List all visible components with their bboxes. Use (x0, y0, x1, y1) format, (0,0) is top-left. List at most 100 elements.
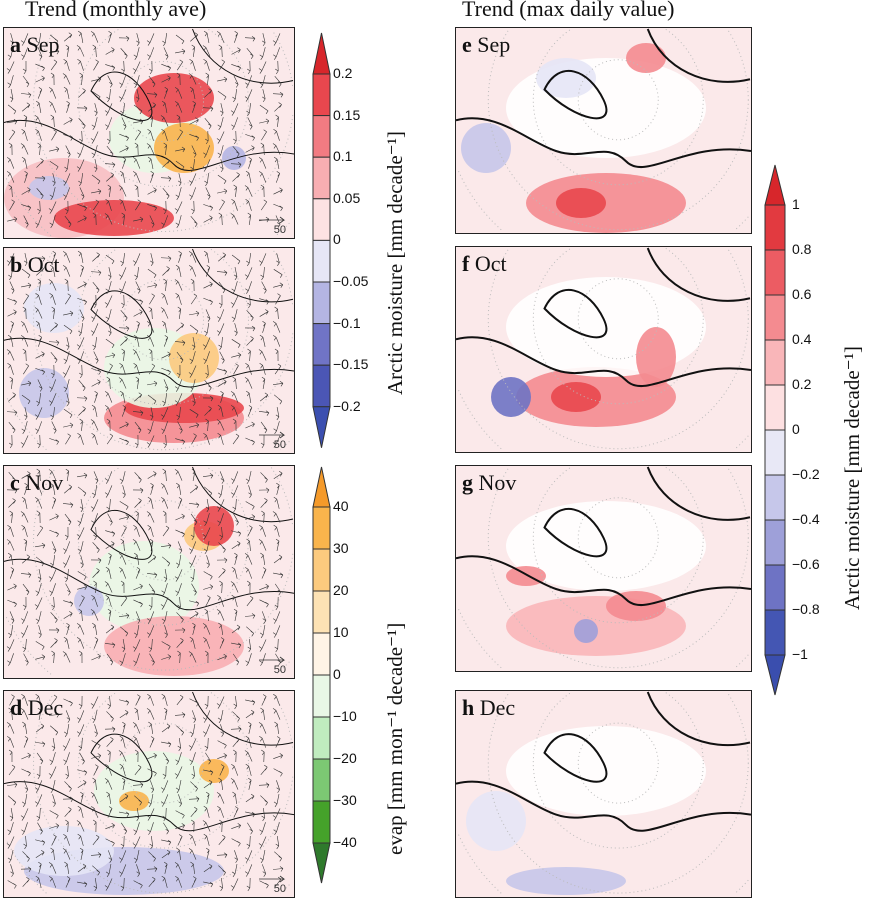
wind-vector (244, 377, 253, 389)
wind-vector (274, 348, 279, 362)
colorbar-band (312, 800, 331, 844)
wind-vector (273, 335, 281, 347)
wind-vector (93, 878, 98, 892)
wind-vector (205, 309, 211, 322)
wind-vector (119, 735, 126, 748)
panel-month: Nov (478, 470, 517, 495)
wind-vector (259, 599, 269, 608)
latitude-circle (728, 468, 749, 538)
wind-vector (90, 419, 99, 431)
wind-vector (49, 48, 60, 55)
wind-vector (90, 323, 99, 336)
wind-vector (259, 334, 266, 347)
wind-vector (191, 766, 195, 780)
wind-vector (7, 309, 17, 317)
wind-vector (244, 553, 253, 565)
wind-vector (64, 526, 69, 541)
wind-vector (273, 282, 284, 288)
wind-vector (272, 321, 281, 333)
trend-field (556, 188, 606, 218)
trend-field (506, 867, 626, 895)
wind-vector (119, 145, 129, 153)
wind-vector (149, 114, 154, 127)
wind-vector (258, 722, 267, 734)
wind-vector (90, 852, 102, 858)
wind-vector (244, 36, 256, 42)
trend-field (169, 333, 219, 383)
wind-vector (174, 469, 183, 481)
wind-vector (178, 251, 182, 263)
panel-month: Dec (27, 695, 64, 720)
wind-vector (132, 639, 141, 652)
wind-vector (203, 833, 210, 846)
wind-vector (262, 320, 266, 333)
wind-vector (10, 864, 14, 877)
wind-vector (275, 60, 279, 75)
wind-vector (52, 251, 56, 263)
wind-vector (191, 433, 197, 445)
wind-vector (135, 611, 141, 624)
wind-vector (133, 216, 144, 223)
wind-vector (260, 552, 266, 565)
wind-vector (118, 553, 127, 565)
wind-vector (162, 765, 167, 780)
wind-vector (147, 204, 157, 211)
wind-vector (7, 782, 18, 788)
wind-vector (191, 44, 196, 57)
wind-vector (274, 851, 282, 862)
wind-vector (216, 31, 225, 43)
wind-vector (247, 117, 253, 130)
wind-vector (106, 88, 111, 103)
wind-vector (148, 876, 156, 888)
wind-vector (218, 542, 226, 553)
wind-vector (34, 407, 43, 420)
wind-vector (20, 625, 29, 638)
wind-vector (273, 471, 283, 479)
wind-vector (219, 819, 223, 833)
colorbar-tick-label: 40 (333, 498, 349, 514)
wind-vector (50, 59, 58, 71)
wind-vector (230, 162, 242, 168)
wind-vector (189, 409, 199, 418)
wind-vector (160, 407, 169, 420)
wind-vector (108, 552, 112, 565)
latitude-circle (457, 834, 502, 894)
wind-vector (134, 421, 142, 434)
trend-field (194, 506, 234, 546)
colorbar-band (764, 564, 786, 611)
wind-vector (94, 391, 98, 403)
wind-vector (77, 780, 87, 788)
wind-vector (259, 104, 269, 115)
wind-vector (7, 525, 14, 537)
wind-vector (134, 552, 140, 565)
wind-vector (150, 171, 154, 183)
wind-vector (121, 157, 127, 169)
wind-vector (161, 583, 168, 596)
wind-vector (9, 510, 13, 524)
wind-vector (276, 253, 280, 266)
wind-vector (163, 47, 169, 60)
wind-vector (161, 293, 168, 305)
wind-vector (146, 435, 155, 448)
wind-vector (232, 433, 240, 445)
wind-vector (203, 433, 210, 445)
wind-vector (189, 834, 197, 846)
wind-vector (272, 511, 281, 523)
wind-vector (63, 324, 73, 335)
wind-vector (34, 115, 43, 127)
wind-vector (176, 694, 184, 706)
wind-vector (203, 486, 213, 497)
wind-vector (21, 421, 28, 434)
wind-vector (105, 864, 112, 878)
trend-field (461, 123, 511, 173)
wind-vector (190, 781, 198, 792)
wind-vector (259, 47, 266, 61)
trend-field (606, 591, 666, 621)
wind-vector (217, 379, 227, 387)
wind-vector (92, 865, 100, 876)
wind-vector (22, 75, 30, 88)
wind-vector (21, 496, 28, 509)
panel-f-oct: f Oct (455, 246, 752, 453)
wind-vector (231, 198, 238, 211)
wind-vector (275, 736, 281, 748)
